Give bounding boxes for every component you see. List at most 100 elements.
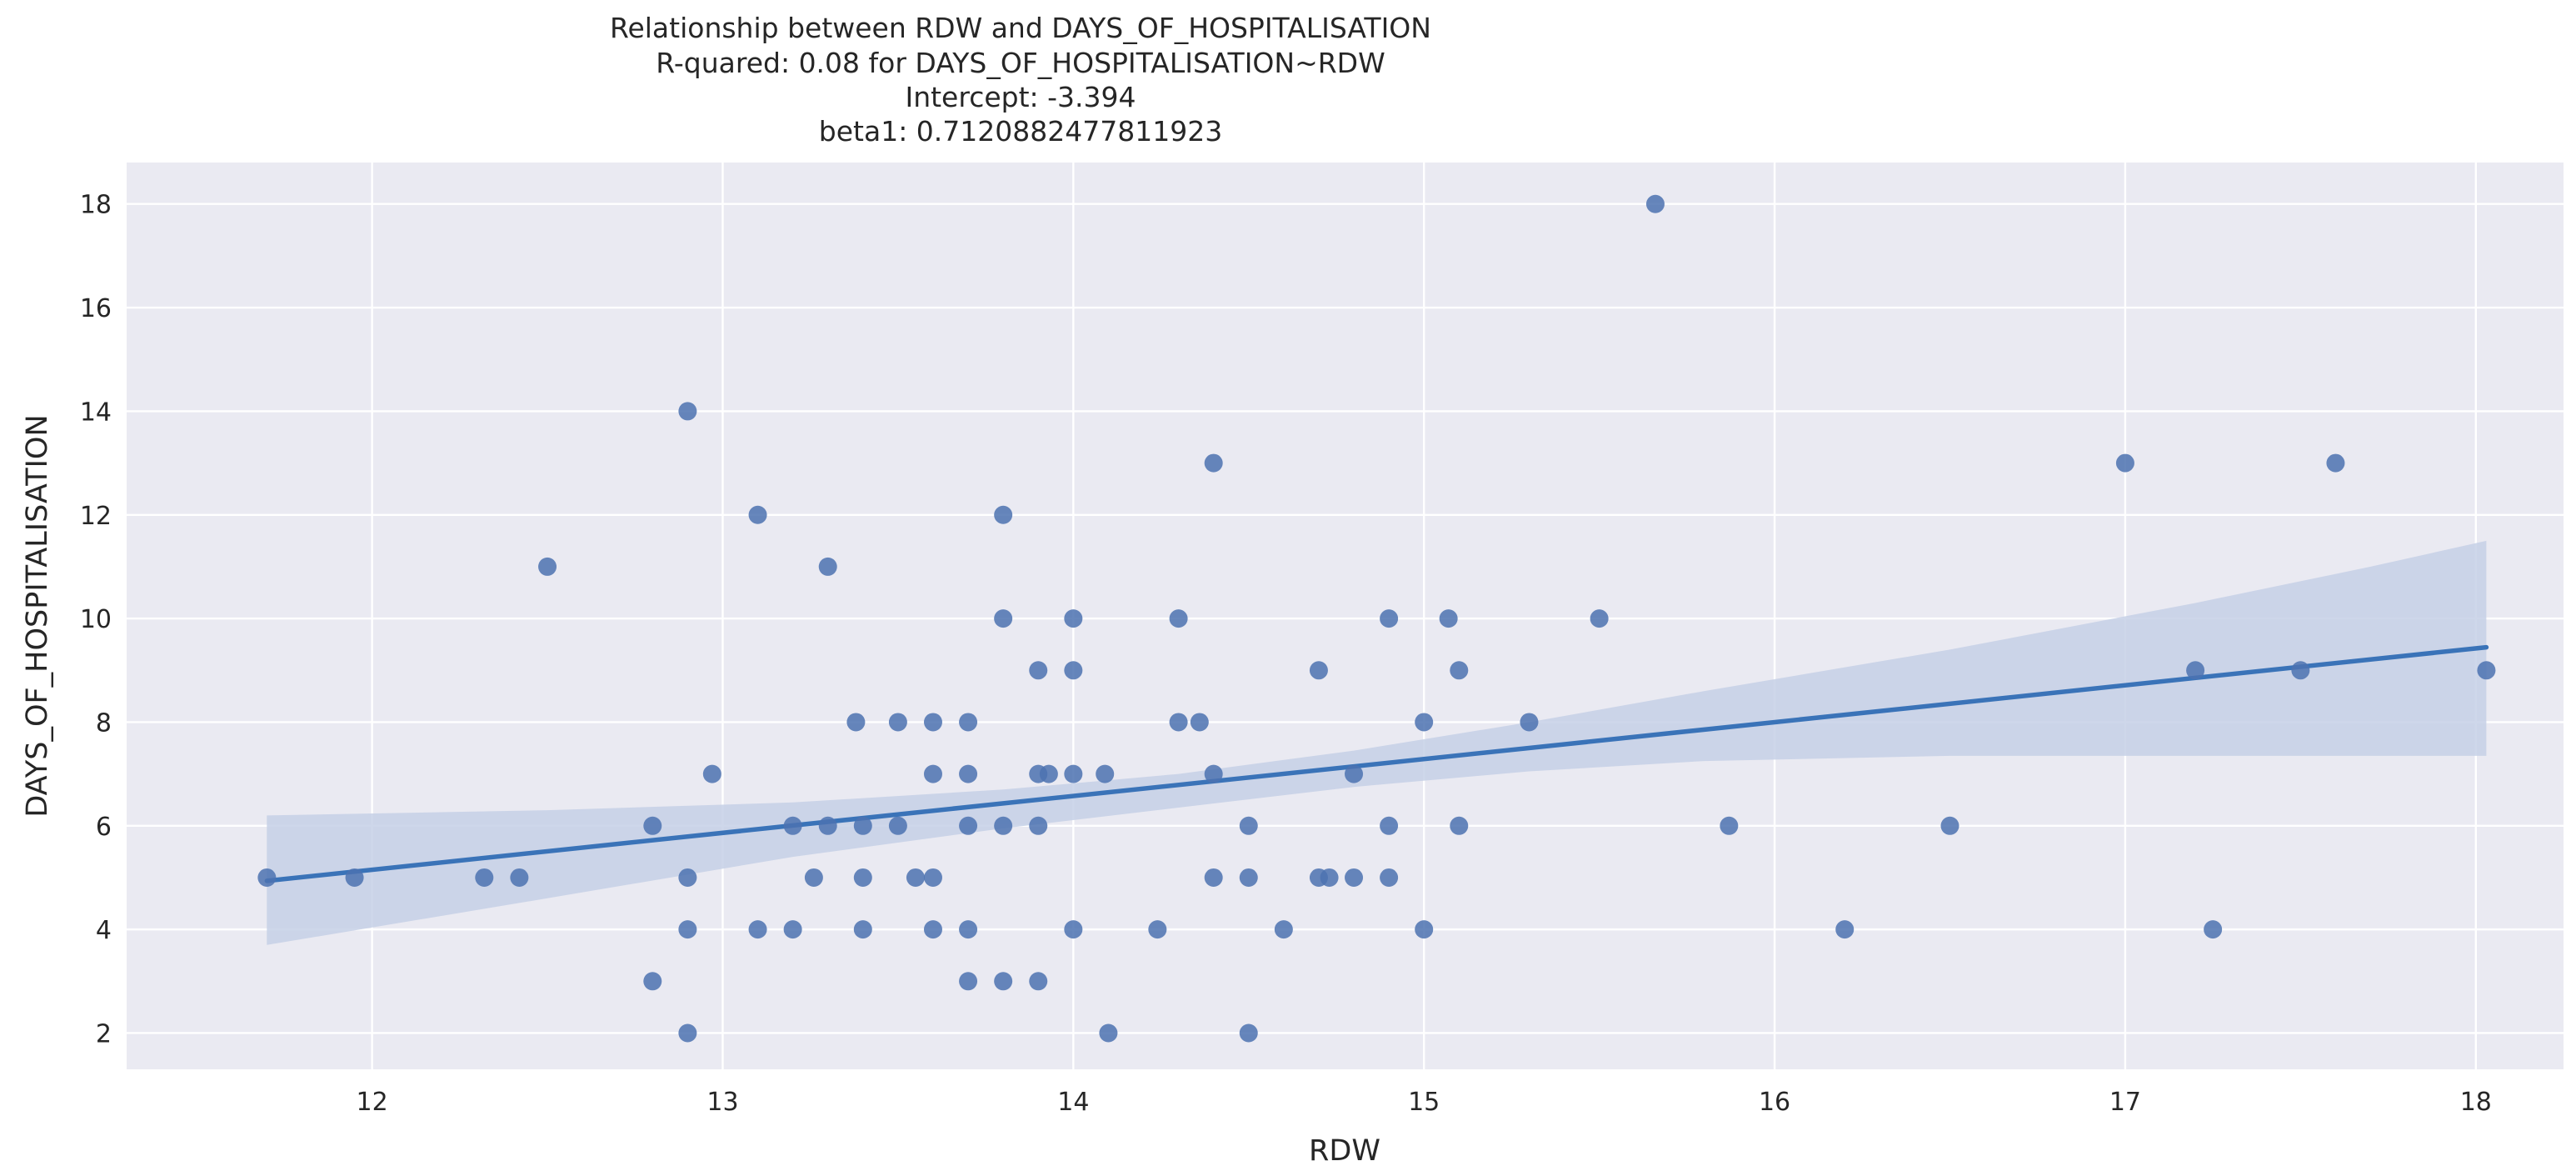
data-point xyxy=(2291,661,2310,680)
title-line-4: beta1: 0.7120882477811923 xyxy=(819,115,1222,148)
data-point xyxy=(1380,609,1399,628)
data-point xyxy=(748,505,767,524)
data-point xyxy=(1029,661,1048,680)
data-point xyxy=(257,868,277,887)
data-point xyxy=(1380,868,1399,887)
data-point xyxy=(678,1023,697,1043)
y-tick-label: 18 xyxy=(80,191,112,220)
data-point xyxy=(2477,661,2496,680)
data-point xyxy=(888,713,907,732)
chart-title: Relationship between RDW and DAYS_OF_HOS… xyxy=(610,12,1431,148)
data-point xyxy=(2186,661,2205,680)
data-point xyxy=(1064,609,1083,628)
data-point xyxy=(1345,868,1364,887)
data-point xyxy=(1239,1023,1258,1043)
data-point xyxy=(1096,764,1115,783)
data-point xyxy=(1439,609,1458,628)
data-point xyxy=(1064,920,1083,939)
data-point xyxy=(959,920,978,939)
y-tick-label: 14 xyxy=(80,398,112,427)
y-axis-label: DAYS_OF_HOSPITALISATION xyxy=(21,414,54,817)
data-point xyxy=(1099,1023,1118,1043)
data-point xyxy=(1169,713,1188,732)
data-point xyxy=(2115,453,2134,473)
data-point xyxy=(1204,868,1223,887)
data-point xyxy=(345,868,364,887)
data-point xyxy=(959,713,978,732)
data-point xyxy=(1148,920,1167,939)
scatter-points xyxy=(257,194,2496,1043)
data-point xyxy=(1415,713,1434,732)
data-point xyxy=(1345,764,1364,783)
data-point xyxy=(1204,764,1223,783)
data-point xyxy=(804,868,823,887)
x-tick-label: 17 xyxy=(2109,1088,2141,1117)
x-tick-label: 16 xyxy=(1759,1088,1790,1117)
data-point xyxy=(923,868,942,887)
data-point xyxy=(923,713,942,732)
data-point xyxy=(1029,972,1048,991)
data-point xyxy=(1450,816,1469,835)
data-point xyxy=(1190,713,1209,732)
data-point xyxy=(702,764,721,783)
data-point xyxy=(846,713,866,732)
data-point xyxy=(1039,764,1058,783)
data-point xyxy=(994,505,1013,524)
data-point xyxy=(959,816,978,835)
x-tick-label: 18 xyxy=(2460,1088,2492,1117)
data-point xyxy=(1239,868,1258,887)
y-tick-label: 10 xyxy=(80,605,112,634)
data-point xyxy=(1320,868,1339,887)
data-point xyxy=(1380,816,1399,835)
data-point xyxy=(783,816,802,835)
x-tick-label: 15 xyxy=(1408,1088,1440,1117)
data-point xyxy=(2204,920,2223,939)
y-tick-label: 6 xyxy=(96,813,112,842)
data-point xyxy=(906,868,925,887)
data-point xyxy=(818,557,837,576)
data-point xyxy=(510,868,529,887)
data-point xyxy=(1029,816,1048,835)
data-point xyxy=(853,868,872,887)
x-tick-label: 12 xyxy=(357,1088,388,1117)
data-point xyxy=(538,557,557,576)
data-point xyxy=(643,816,662,835)
y-tick-label: 12 xyxy=(80,502,112,531)
confidence-band-group xyxy=(267,540,2487,945)
data-point xyxy=(1590,609,1609,628)
data-point xyxy=(959,972,978,991)
title-line-1: Relationship between RDW and DAYS_OF_HOS… xyxy=(610,12,1431,44)
data-point xyxy=(1239,816,1258,835)
data-point xyxy=(923,764,942,783)
data-point xyxy=(853,816,872,835)
data-point xyxy=(1520,713,1539,732)
y-tick-label: 8 xyxy=(96,708,112,738)
data-point xyxy=(994,972,1013,991)
data-point xyxy=(1169,609,1188,628)
data-point xyxy=(1415,920,1434,939)
data-point xyxy=(1720,816,1739,835)
data-point xyxy=(783,920,802,939)
x-tick-label: 14 xyxy=(1057,1088,1089,1117)
title-line-3: Intercept: -3.394 xyxy=(905,81,1136,113)
data-point xyxy=(1064,764,1083,783)
y-tick-labels: 2 4 6 8 10 12 14 16 18 xyxy=(80,191,112,1049)
data-point xyxy=(748,920,767,939)
regression-line xyxy=(264,644,2489,883)
data-point xyxy=(959,764,978,783)
data-point xyxy=(1274,920,1293,939)
data-point xyxy=(853,920,872,939)
data-point xyxy=(678,920,697,939)
data-point xyxy=(1940,816,1959,835)
data-point xyxy=(994,816,1013,835)
data-point xyxy=(994,609,1013,628)
data-point xyxy=(1309,661,1328,680)
data-point xyxy=(475,868,494,887)
confidence-band xyxy=(267,540,2487,945)
data-point xyxy=(818,816,837,835)
data-point xyxy=(1204,453,1223,473)
data-point xyxy=(678,868,697,887)
data-point xyxy=(1450,661,1469,680)
title-line-2: R-quared: 0.08 for DAYS_OF_HOSPITALISATI… xyxy=(656,47,1385,79)
y-tick-label: 16 xyxy=(80,294,112,323)
